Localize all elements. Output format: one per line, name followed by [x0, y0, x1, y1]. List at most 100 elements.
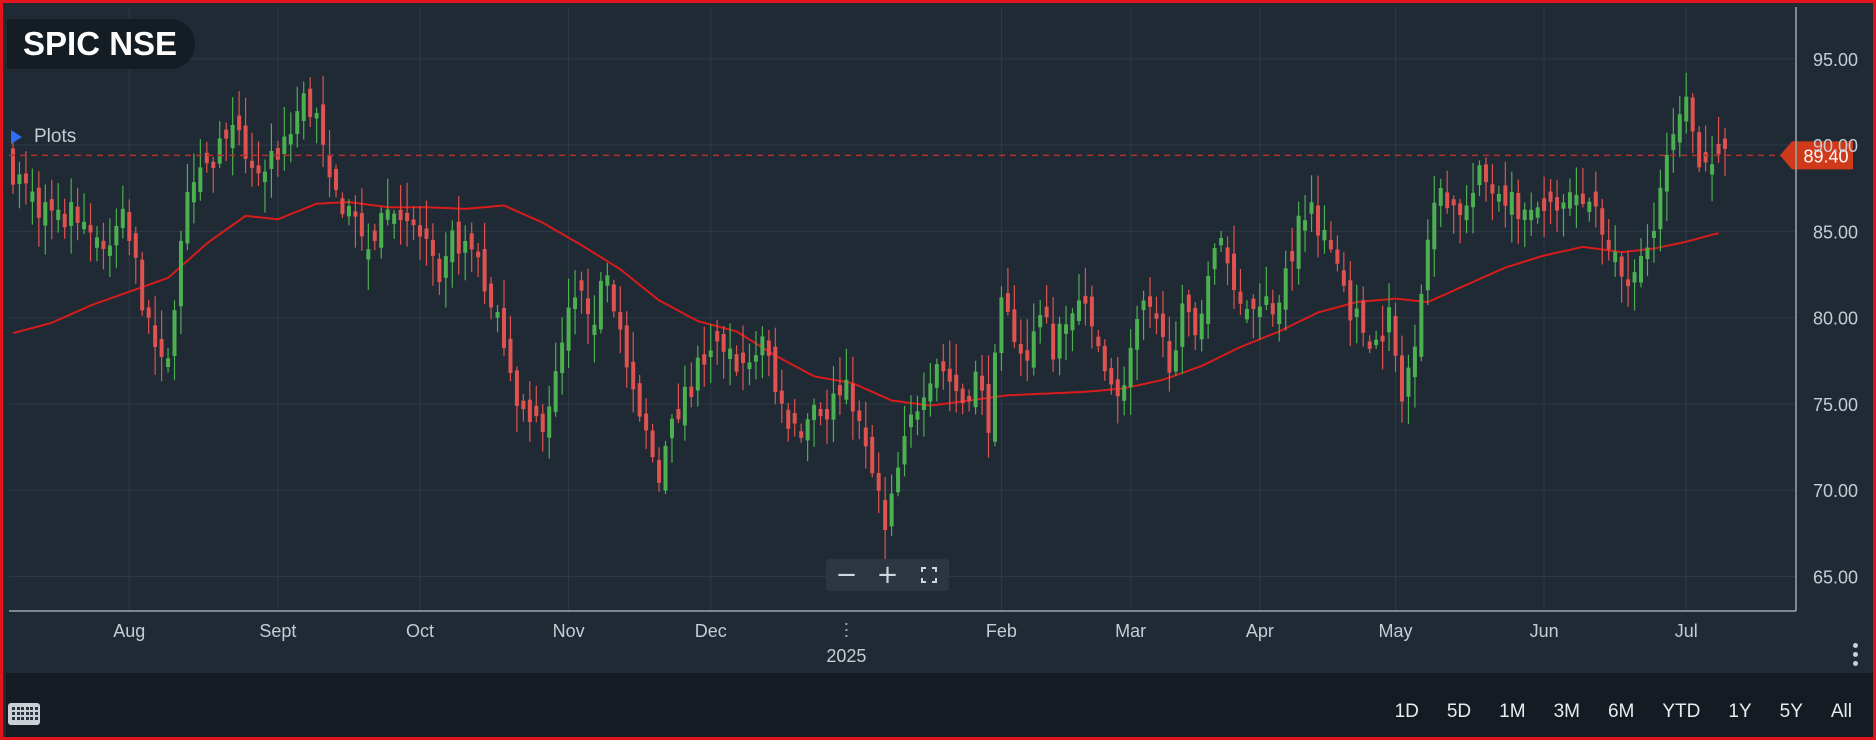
plots-toggle[interactable]: Plots — [11, 125, 76, 149]
x-tick-label: Jun — [1530, 621, 1559, 641]
candle — [1212, 243, 1217, 285]
candle — [1626, 250, 1631, 307]
candle — [1232, 225, 1237, 309]
candle — [288, 112, 293, 163]
candle — [1219, 230, 1224, 252]
candle — [1432, 176, 1437, 277]
candle — [863, 401, 868, 469]
candle — [1309, 175, 1314, 233]
range-button-1d[interactable]: 1D — [1394, 701, 1419, 722]
candle — [495, 304, 500, 333]
candle — [1697, 126, 1702, 173]
candle — [786, 403, 791, 442]
candle — [101, 222, 106, 270]
candle — [372, 223, 377, 251]
candle — [921, 372, 926, 437]
candle — [1251, 294, 1256, 339]
candle — [1419, 284, 1424, 362]
overlay-layer: 89.40 — [9, 141, 1853, 170]
candle — [960, 383, 965, 415]
y-tick-label: 70.00 — [1813, 481, 1858, 501]
candle — [1122, 366, 1127, 416]
range-button-5d[interactable]: 5D — [1446, 701, 1472, 722]
zoom-controls: − + — [826, 559, 949, 591]
candle — [1109, 357, 1114, 395]
candle — [1148, 277, 1153, 329]
candle — [1606, 218, 1611, 261]
x-tick-label: Aug — [113, 621, 145, 641]
candle — [1051, 297, 1056, 373]
candle — [204, 142, 209, 173]
candle — [178, 230, 183, 335]
candle — [262, 159, 267, 213]
y-tick-label: 75.00 — [1813, 395, 1858, 415]
fullscreen-button[interactable] — [908, 559, 949, 591]
candle — [799, 423, 804, 443]
keyboard-icon[interactable] — [8, 703, 40, 725]
candle — [521, 393, 526, 422]
candle — [353, 195, 358, 248]
candle — [644, 398, 649, 449]
candle — [695, 345, 700, 407]
range-button-all[interactable]: All — [1830, 701, 1852, 722]
candle — [734, 345, 739, 376]
candle — [1542, 176, 1547, 238]
x-tick-label: May — [1379, 621, 1413, 641]
y-tick-label: 85.00 — [1813, 222, 1858, 242]
range-button-5y[interactable]: 5Y — [1779, 701, 1803, 722]
candle — [663, 440, 668, 495]
candle — [424, 200, 429, 266]
more-options-icon[interactable] — [1852, 643, 1858, 669]
candle — [527, 381, 532, 442]
range-button-1m[interactable]: 1M — [1499, 701, 1526, 722]
range-button-3m[interactable]: 3M — [1553, 701, 1580, 722]
candle — [766, 330, 771, 377]
moving-average-line — [12, 200, 1719, 407]
candle — [230, 97, 235, 176]
candle — [501, 279, 506, 357]
candle — [1522, 202, 1527, 248]
range-button-6m[interactable]: 6M — [1607, 701, 1635, 722]
candle — [1438, 178, 1443, 228]
candle — [831, 366, 836, 442]
candle — [676, 383, 681, 424]
candle — [1064, 305, 1069, 360]
zoom-in-button[interactable]: + — [876, 560, 899, 590]
candle — [56, 183, 61, 233]
y-tick-label: 65.00 — [1813, 567, 1858, 587]
x-tick-label: Jul — [1675, 621, 1698, 641]
candle — [1451, 195, 1456, 234]
candle — [1089, 285, 1094, 349]
candle — [1399, 335, 1404, 423]
candle — [1380, 305, 1385, 370]
candle — [818, 402, 823, 426]
candle — [11, 136, 15, 195]
range-button-ytd[interactable]: YTD — [1662, 701, 1701, 722]
candle — [805, 413, 810, 462]
candle — [1561, 194, 1566, 237]
candle — [547, 385, 552, 459]
candlestick-chart[interactable]: 89.40 65.00 70.00 75.00 80.00 85.00 90.00 95.0… — [3, 3, 1873, 670]
range-button-1y[interactable]: 1Y — [1728, 701, 1752, 722]
candle — [825, 389, 830, 444]
candle — [1031, 303, 1036, 376]
plots-label: Plots — [34, 126, 77, 147]
candle — [669, 414, 674, 463]
candle — [1645, 224, 1650, 277]
candle — [1257, 283, 1262, 340]
candle — [1503, 161, 1508, 228]
candle — [760, 326, 765, 379]
candle — [166, 348, 171, 373]
candle — [837, 356, 842, 415]
candle — [1529, 192, 1534, 236]
candle — [637, 374, 642, 422]
candle — [1425, 219, 1430, 306]
candle — [489, 276, 494, 320]
candle — [1341, 252, 1346, 293]
zoom-out-button[interactable]: − — [835, 560, 858, 590]
candle — [1639, 238, 1644, 288]
fullscreen-icon — [920, 567, 937, 583]
candle — [1471, 162, 1476, 234]
candle — [301, 81, 306, 140]
